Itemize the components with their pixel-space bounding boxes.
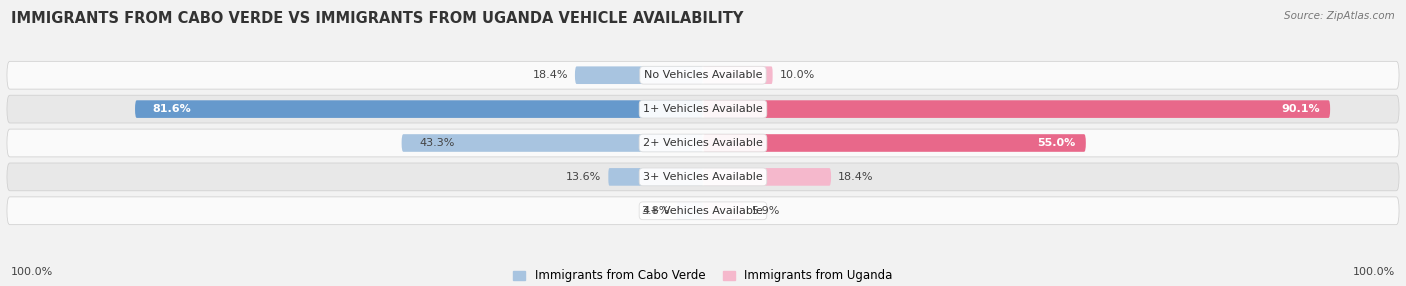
FancyBboxPatch shape: [7, 163, 1399, 191]
FancyBboxPatch shape: [676, 202, 703, 220]
FancyBboxPatch shape: [703, 168, 831, 186]
Text: 10.0%: 10.0%: [779, 70, 815, 80]
Text: 100.0%: 100.0%: [11, 267, 53, 277]
FancyBboxPatch shape: [135, 100, 703, 118]
FancyBboxPatch shape: [703, 134, 1085, 152]
Text: 18.4%: 18.4%: [838, 172, 873, 182]
Text: 13.6%: 13.6%: [567, 172, 602, 182]
Text: 18.4%: 18.4%: [533, 70, 568, 80]
Legend: Immigrants from Cabo Verde, Immigrants from Uganda: Immigrants from Cabo Verde, Immigrants f…: [509, 265, 897, 286]
Text: 1+ Vehicles Available: 1+ Vehicles Available: [643, 104, 763, 114]
FancyBboxPatch shape: [7, 61, 1399, 89]
Text: Source: ZipAtlas.com: Source: ZipAtlas.com: [1284, 11, 1395, 21]
FancyBboxPatch shape: [7, 197, 1399, 225]
Text: 90.1%: 90.1%: [1281, 104, 1320, 114]
Text: 3.8%: 3.8%: [641, 206, 669, 216]
Text: IMMIGRANTS FROM CABO VERDE VS IMMIGRANTS FROM UGANDA VEHICLE AVAILABILITY: IMMIGRANTS FROM CABO VERDE VS IMMIGRANTS…: [11, 11, 744, 26]
FancyBboxPatch shape: [609, 168, 703, 186]
Text: 2+ Vehicles Available: 2+ Vehicles Available: [643, 138, 763, 148]
Text: 4+ Vehicles Available: 4+ Vehicles Available: [643, 206, 763, 216]
Text: 100.0%: 100.0%: [1353, 267, 1395, 277]
Text: No Vehicles Available: No Vehicles Available: [644, 70, 762, 80]
FancyBboxPatch shape: [7, 129, 1399, 157]
FancyBboxPatch shape: [703, 66, 773, 84]
Text: 55.0%: 55.0%: [1038, 138, 1076, 148]
FancyBboxPatch shape: [703, 100, 1330, 118]
FancyBboxPatch shape: [575, 66, 703, 84]
Text: 81.6%: 81.6%: [152, 104, 191, 114]
FancyBboxPatch shape: [7, 95, 1399, 123]
FancyBboxPatch shape: [703, 202, 744, 220]
Text: 43.3%: 43.3%: [419, 138, 454, 148]
FancyBboxPatch shape: [402, 134, 703, 152]
Text: 3+ Vehicles Available: 3+ Vehicles Available: [643, 172, 763, 182]
Text: 5.9%: 5.9%: [751, 206, 779, 216]
